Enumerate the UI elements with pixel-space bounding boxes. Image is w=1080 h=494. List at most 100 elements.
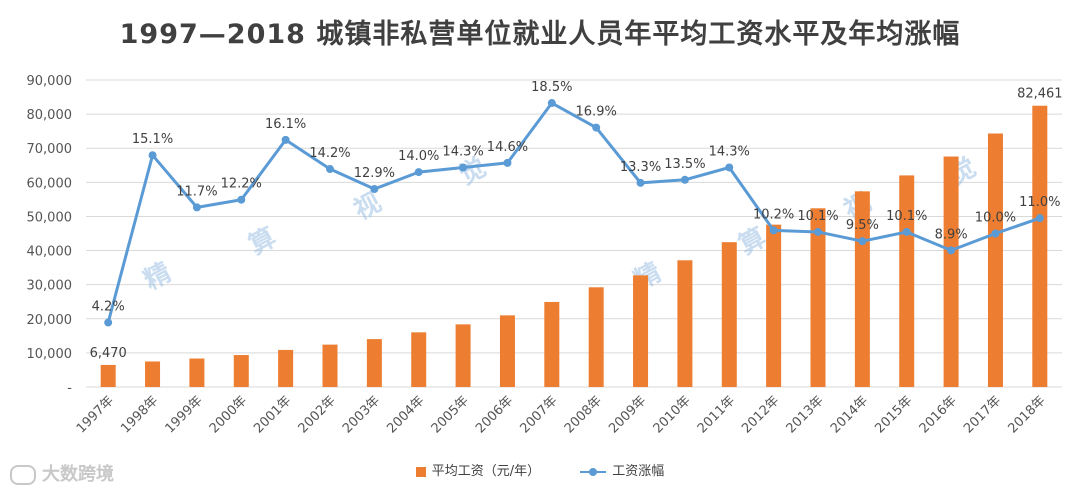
x-tick-label: 2011年 <box>695 393 738 436</box>
salary-bar <box>987 133 1003 387</box>
grid-lines <box>86 79 1062 388</box>
salary-bar <box>411 332 427 387</box>
salary-bar <box>278 349 294 387</box>
growth-label: 12.9% <box>354 166 395 181</box>
y-tick-label: 50,000 <box>27 210 73 225</box>
growth-point <box>281 135 290 144</box>
x-tick-label: 1999年 <box>163 393 206 436</box>
y-tick-label: 90,000 <box>27 74 73 89</box>
x-tick-label: 2013年 <box>784 393 827 436</box>
brand-logo: 大数跨境 <box>10 460 114 486</box>
x-tick-label: 2009年 <box>606 393 649 436</box>
salary-bar <box>943 156 959 387</box>
x-tick-label: 2003年 <box>340 393 383 436</box>
growth-point <box>414 168 423 177</box>
watermark-char: 算 <box>734 222 772 262</box>
growth-point <box>104 318 113 327</box>
x-tick-label: 2016年 <box>917 393 960 436</box>
salary-bar <box>899 175 915 387</box>
growth-label: 10.1% <box>797 209 838 224</box>
salary-bar <box>633 275 649 387</box>
growth-label: 9.5% <box>846 218 879 233</box>
growth-point <box>592 123 601 132</box>
growth-label: 14.6% <box>487 140 528 155</box>
x-tick-label: 2010年 <box>651 393 694 436</box>
salary-bar <box>766 224 782 387</box>
x-tick-label: 2001年 <box>251 393 294 436</box>
line-series <box>104 99 1044 327</box>
y-tick-label: 60,000 <box>27 176 73 191</box>
growth-point <box>192 203 201 212</box>
bar-series <box>100 105 1048 387</box>
y-tick-label: 30,000 <box>27 279 73 294</box>
growth-label: 10.1% <box>886 209 927 224</box>
legend-label-growth: 工资涨幅 <box>612 464 665 479</box>
axis-labels: - 10,000 20,000 30,000 40,000 50,000 60,000 70,… <box>27 74 1049 436</box>
legend-item-salary: 平均工资（元/年） <box>415 460 541 479</box>
growth-point <box>991 229 1000 238</box>
x-tick-label: 2000年 <box>207 393 250 436</box>
x-tick-label: 2014年 <box>828 393 871 436</box>
legend-label-salary: 平均工资（元/年） <box>431 464 541 479</box>
growth-label: 11.0% <box>1019 195 1060 210</box>
brand-name: 大数跨境 <box>42 464 114 485</box>
growth-point <box>858 237 867 246</box>
growth-point <box>725 163 734 172</box>
x-tick-label: 2007年 <box>517 393 560 436</box>
growth-point <box>503 158 512 167</box>
growth-label: 13.3% <box>620 160 661 175</box>
growth-label: 16.9% <box>576 105 617 120</box>
salary-bar <box>810 208 826 387</box>
growth-point <box>370 184 379 193</box>
growth-label: 18.5% <box>531 80 572 95</box>
salary-bar <box>189 358 205 387</box>
x-tick-label: 2006年 <box>473 393 516 436</box>
salary-bar <box>499 315 515 387</box>
salary-bar <box>100 364 116 387</box>
growth-label: 12.2% <box>221 177 262 192</box>
salary-label: 6,470 <box>90 346 127 361</box>
x-tick-label: 1997年 <box>74 393 117 436</box>
brand-icon <box>10 465 36 485</box>
y-tick-label: 80,000 <box>27 108 73 123</box>
x-tick-label: 2018年 <box>1005 393 1048 436</box>
growth-label: 15.1% <box>132 132 173 147</box>
growth-label: 8.9% <box>935 227 968 242</box>
growth-point <box>237 195 246 204</box>
growth-label: 11.7% <box>176 184 217 199</box>
growth-label: 14.3% <box>709 144 750 159</box>
chart-title: 1997—2018 城镇非私营单位就业人员年平均工资水平及年均涨幅 <box>119 19 961 50</box>
legend-line-swatch <box>580 467 607 477</box>
watermark-char: 算 <box>244 222 282 262</box>
growth-label: 13.5% <box>664 157 705 172</box>
y-tick-label: 40,000 <box>27 245 73 260</box>
x-tick-label: 2017年 <box>961 393 1004 436</box>
y-tick-label: 20,000 <box>27 313 73 328</box>
growth-point <box>947 246 956 255</box>
growth-point <box>459 163 468 172</box>
data-labels: 4.2%15.1%11.7%12.2%16.1%14.2%12.9%14.0% 1… <box>90 80 1063 361</box>
growth-point <box>326 165 334 174</box>
growth-point <box>547 99 556 108</box>
x-tick-label: 2005年 <box>429 393 472 436</box>
growth-point <box>636 178 645 187</box>
x-tick-label: 2008年 <box>562 393 605 436</box>
salary-label: 82,461 <box>1017 87 1063 102</box>
salary-bar <box>677 260 693 387</box>
growth-point <box>680 175 689 184</box>
growth-point <box>814 227 822 236</box>
salary-bar <box>233 355 249 387</box>
salary-bar <box>455 324 471 387</box>
salary-bar <box>588 287 604 387</box>
growth-label: 14.3% <box>442 144 483 159</box>
growth-point <box>148 151 157 160</box>
salary-bar <box>322 344 338 387</box>
legend-bar-swatch <box>415 466 426 477</box>
y-tick-label: 70,000 <box>27 142 73 157</box>
legend: 平均工资（元/年） 工资涨幅 <box>0 460 1080 479</box>
salary-bar <box>721 242 737 387</box>
growth-point <box>1035 214 1044 223</box>
growth-label: 14.2% <box>309 146 350 161</box>
x-tick-label: 2004年 <box>384 393 427 436</box>
growth-label: 14.0% <box>398 149 439 164</box>
